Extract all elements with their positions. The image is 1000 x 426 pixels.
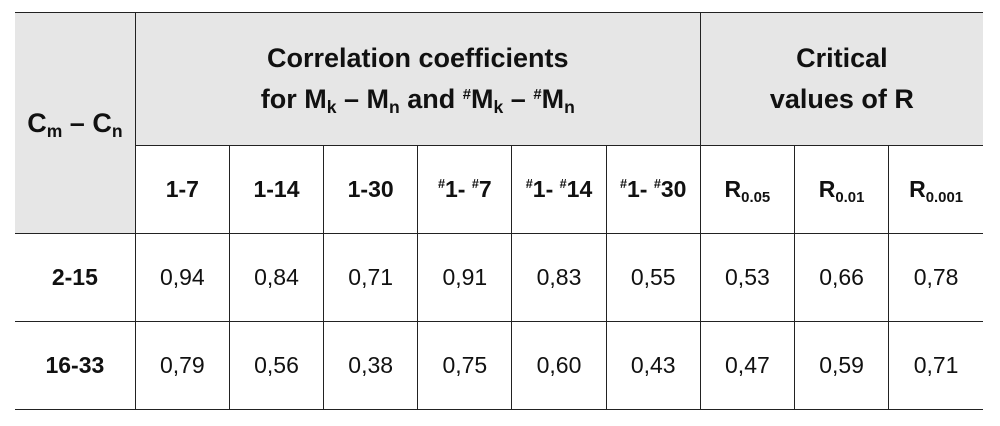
corner-dash: – <box>62 107 93 138</box>
group1-line2: for Mk – Mn and #Mk – #Mn <box>260 84 575 117</box>
table-cell: 0,91 <box>417 233 512 322</box>
table-row: 16-33 0,79 0,56 0,38 0,75 0,60 0,43 0,47… <box>15 321 983 410</box>
correlation-table: Cm – Cn Correlation coefficients for Mk … <box>15 12 983 410</box>
table-cell: 0,71 <box>323 233 418 322</box>
col-header-hash-1-30: #1- #30 <box>605 145 701 234</box>
table-cell: 0,55 <box>605 233 701 322</box>
corner-main: C <box>27 107 47 138</box>
corner-sub-m: m <box>46 120 63 141</box>
table-row: 2-15 0,94 0,84 0,71 0,91 0,83 0,55 0,53 … <box>15 233 983 322</box>
table-cell: 0,94 <box>134 233 230 322</box>
table-cell: 0,71 <box>888 321 983 410</box>
table-cell: 0,56 <box>228 321 324 410</box>
corner-sub-n: n <box>111 120 123 141</box>
col-header-r-001: R0.01 <box>793 145 889 234</box>
table-cell: 0,38 <box>323 321 418 410</box>
table-cell: 0,47 <box>699 321 795 410</box>
table-cell: 0,78 <box>888 233 983 322</box>
corner-header: Cm – Cn <box>15 12 136 234</box>
group1-line1: Correlation coefficients <box>266 43 569 73</box>
group-correlation-header: Correlation coefficients for Mk – Mn and… <box>134 12 701 146</box>
group2-line2: values of R <box>769 84 914 114</box>
col-header-hash-1-7: #1- #7 <box>417 145 512 234</box>
col-header-1-30: 1-30 <box>323 145 418 234</box>
table-cell: 0,43 <box>605 321 701 410</box>
col-header-r-0001: R0.001 <box>888 145 983 234</box>
col-header-hash-1-14: #1- #14 <box>511 145 607 234</box>
table-cell: 0,60 <box>511 321 607 410</box>
table-cell: 0,53 <box>699 233 795 322</box>
col-header-r-005: R0.05 <box>699 145 795 234</box>
table-cell: 0,59 <box>793 321 889 410</box>
table-cell: 0,83 <box>511 233 607 322</box>
corner-main2: C <box>92 107 112 138</box>
table-cell: 0,79 <box>134 321 230 410</box>
group-critical-header: Critical values of R <box>699 12 983 146</box>
table-cell: 0,84 <box>228 233 324 322</box>
col-header-1-7: 1-7 <box>134 145 230 234</box>
group2-line1: Critical <box>796 43 888 73</box>
row-label: 2-15 <box>15 233 136 322</box>
row-label: 16-33 <box>15 321 136 410</box>
table-cell: 0,66 <box>793 233 889 322</box>
table-cell: 0,75 <box>417 321 512 410</box>
col-header-1-14: 1-14 <box>228 145 324 234</box>
